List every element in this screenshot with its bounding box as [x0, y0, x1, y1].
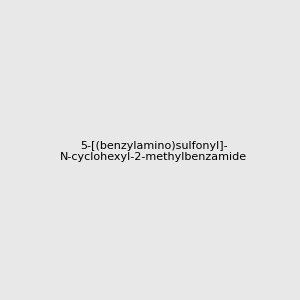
Text: 5-[(benzylamino)sulfonyl]-
N-cyclohexyl-2-methylbenzamide: 5-[(benzylamino)sulfonyl]- N-cyclohexyl-… — [60, 141, 247, 162]
